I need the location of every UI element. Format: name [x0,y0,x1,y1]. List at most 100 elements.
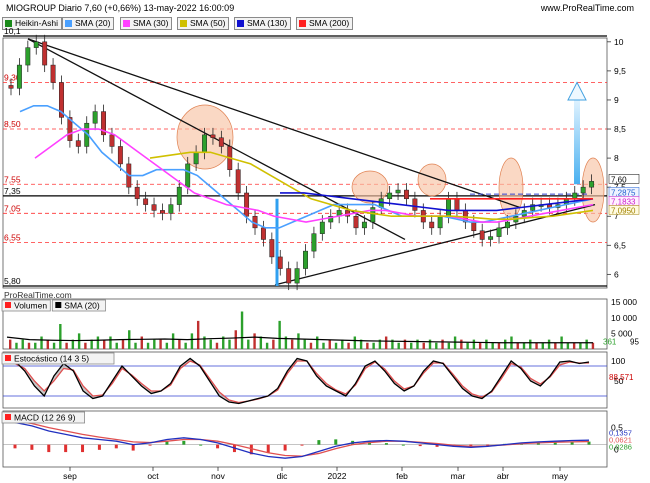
candle-up [176,186,182,205]
volume-bar [96,336,100,349]
volume-bar [46,339,49,349]
x-tick-label: mar [451,471,466,481]
candle-down [404,189,409,200]
volume-bar [102,339,106,349]
y-tick-label: 8 [614,153,619,163]
value-tag-label: 7,1833 [611,197,636,206]
value-tag-label: 7,0950 [611,206,636,215]
y-tick-label: 9 [614,95,619,105]
sma-line-50 [149,151,594,220]
macd-histogram-bar [317,440,321,445]
volume-bar [535,342,538,349]
macd-histogram-bar [148,444,152,446]
legend-swatch [180,20,187,27]
level-label: 7,35 [4,186,21,196]
macd-line [14,421,590,459]
candle-down [429,221,435,229]
candle-up [488,236,494,240]
volume-sma-label: 95 [630,338,639,347]
candle-down [109,134,115,147]
volume-bar [134,342,137,349]
candle-up [303,250,308,269]
macd-histogram-bar [570,441,574,445]
panel-legend-box [1,411,85,424]
volume-bar [366,342,369,349]
legend-heikin-ashi[interactable]: Heikin-Ashi [2,17,62,30]
candle-down [143,198,149,205]
title-bar: MIOGROUP Diario 7,60 (+0,66%) 13-may-202… [0,0,650,16]
volume-bar [566,342,570,349]
volume-bar [121,339,125,349]
volume-bar [410,342,413,349]
legend-sma50[interactable]: SMA (50) [177,17,230,30]
volume-bar [422,342,425,349]
candle-up [311,233,317,252]
macd-histogram-bar [64,444,68,453]
panel-legend-swatch [5,355,11,361]
macd-histogram-bar [182,440,186,445]
volume-bar [529,339,532,349]
candle-up [572,192,578,200]
volume-bar [372,342,375,349]
candle-up [168,204,174,214]
volume-bar [59,324,62,349]
candle-down [75,140,81,147]
volume-bar [353,336,357,349]
volume-bar [15,342,18,349]
volume-bar [435,342,438,349]
y-tick-label: 7 [614,211,619,221]
legend-sma130[interactable]: SMA (130) [234,17,292,30]
panel-legend-label: MACD (12 26 9) [14,413,76,423]
macd-tick-label: 0,5 [611,423,623,433]
level-label: 8,50 [4,119,21,129]
candle-down [286,268,292,284]
candle-up [370,207,376,223]
volume-bar [466,342,469,349]
volume-bar [428,339,432,349]
volume-bar [52,342,56,349]
stoch-d-line [14,360,589,404]
volume-bar [171,333,175,349]
candle-up [92,111,98,124]
volume-bar [554,342,557,349]
volume-tick-label: 5 000 [611,328,633,338]
legend-sma20[interactable]: SMA (20) [62,17,115,30]
x-tick-label: oct [147,471,159,481]
macd-histogram-bar [216,444,220,449]
legend-sma200[interactable]: SMA (200) [296,17,354,30]
value-tag [608,174,640,184]
value-tag-label: 7,60 [611,175,627,184]
x-tick-label: dic [277,471,289,481]
x-tick-label: nov [211,471,225,481]
candle-up [580,186,586,194]
level-label: 6,55 [4,232,21,242]
highlight-ellipse [351,170,389,204]
candle-up [387,192,393,200]
macd-histogram-bar [283,444,287,451]
volume-bar [153,339,156,349]
candle-down [8,85,14,89]
candle-down [101,111,107,136]
volume-bar [240,311,244,349]
x-tick-label: sep [63,471,77,481]
macd-value-label: 0,0621 [609,436,632,445]
macd-histogram-bar [199,444,203,446]
volume-bar [284,336,288,349]
macd-histogram-bar [587,441,591,445]
site-url[interactable]: www.ProRealTime.com [540,3,634,13]
candle-down [67,117,73,141]
legend-swatch [237,20,244,27]
highlight-ellipse [417,163,447,197]
volume-bar [522,342,526,349]
volume-bar [21,339,24,349]
volume-bar [196,320,200,349]
macd-histogram-bar [401,444,405,446]
x-tick-label: 2022 [328,471,347,481]
candle-down [210,134,216,138]
volume-bar [234,330,237,349]
macd-value-label: 0,0286 [609,443,632,452]
legend-sma30[interactable]: SMA (30) [120,17,173,30]
candle-up [530,204,536,211]
stoch-tick-label: 50 [614,376,624,386]
